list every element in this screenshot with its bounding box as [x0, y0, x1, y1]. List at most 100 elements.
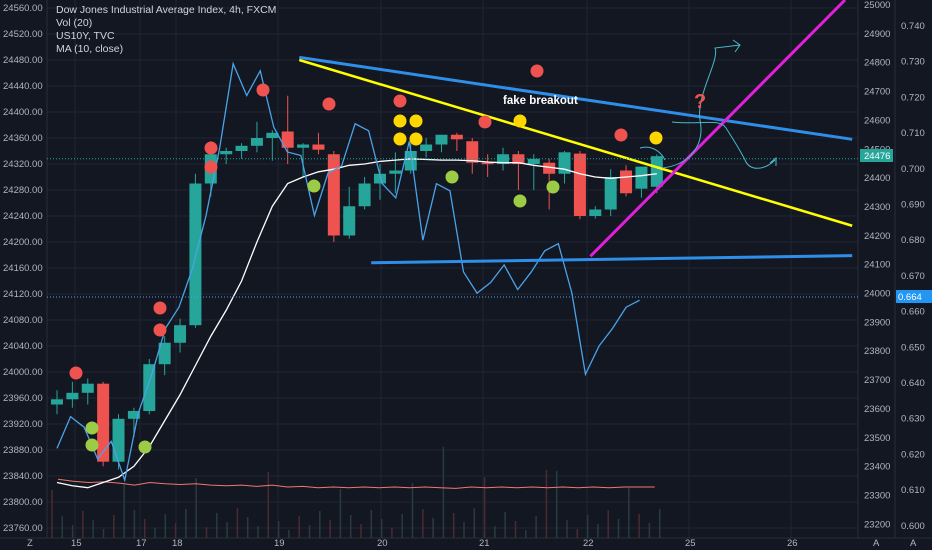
- fractal-marker: [445, 170, 459, 184]
- a-corner-label: A: [910, 538, 917, 549]
- fractal-marker: [649, 131, 663, 145]
- fractal-marker: [530, 64, 544, 78]
- price-axis-tick-label: 23400: [864, 462, 890, 473]
- price-axis-tick-label: 23300: [864, 490, 890, 501]
- legend: Dow Jones Industrial Average Index, 4h, …: [56, 4, 276, 56]
- price-axis-tick-label: 24400: [864, 173, 890, 184]
- price-axis-tick-label: 24600: [864, 115, 890, 126]
- yield-axis-tick-label: 0.600: [901, 521, 925, 532]
- candle-body[interactable]: [81, 383, 94, 393]
- yield-axis-tick-label: 0.650: [901, 342, 925, 353]
- fractal-marker: [546, 180, 560, 194]
- candle-body[interactable]: [604, 177, 617, 210]
- left-axis-tick-label: 23800.00: [3, 497, 43, 508]
- yield-axis-tick-label: 0.620: [901, 449, 925, 460]
- volume-ma-line: [57, 478, 655, 489]
- candle-body[interactable]: [281, 131, 294, 148]
- candle-body[interactable]: [435, 134, 448, 145]
- candle-body[interactable]: [51, 399, 63, 405]
- yield-axis-tick-label: 0.720: [901, 92, 925, 103]
- fractal-marker: [322, 97, 336, 111]
- candle-body[interactable]: [635, 166, 648, 189]
- price-axis-tick-label: 24000: [864, 289, 890, 300]
- yield-axis-tick-label: 0.730: [901, 57, 925, 68]
- yellow-trendline[interactable]: [298, 58, 853, 227]
- left-axis-tick-label: 24160.00: [3, 263, 43, 274]
- candle-body[interactable]: [573, 153, 586, 216]
- candle-body[interactable]: [297, 144, 310, 148]
- yield-axis-tick-label: 0.660: [901, 307, 925, 318]
- candle-body[interactable]: [343, 206, 356, 236]
- candle-body[interactable]: [481, 162, 494, 165]
- left-axis-tick-label: 23960.00: [3, 393, 43, 404]
- left-axis-tick-label: 24360.00: [3, 133, 43, 144]
- us10y-line: [56, 61, 640, 483]
- candle-body[interactable]: [97, 383, 110, 462]
- fractal-marker: [409, 132, 423, 146]
- candle-body[interactable]: [174, 325, 187, 343]
- yield-axis-tick-label: 0.630: [901, 414, 925, 425]
- candle-body[interactable]: [66, 392, 79, 400]
- left-axis-tick-label: 23840.00: [3, 471, 43, 482]
- legend-yield: US10Y, TVC: [56, 30, 115, 42]
- left-axis-tick-label: 24080.00: [3, 315, 43, 326]
- candle-body[interactable]: [466, 141, 479, 163]
- candle-body[interactable]: [620, 170, 633, 194]
- candle-body[interactable]: [373, 173, 386, 184]
- question-mark-annotation: ?: [694, 91, 706, 113]
- price-axis-tick-label: 25000: [864, 0, 890, 11]
- candle-body[interactable]: [450, 134, 463, 140]
- yield-axis-tick-label: 0.610: [901, 485, 925, 496]
- time-axis-tick-label: 17: [136, 538, 147, 549]
- price-axis-tick-label: 24300: [864, 202, 890, 213]
- candle-body[interactable]: [143, 364, 156, 411]
- moving-average-line: [56, 158, 657, 489]
- candle-body[interactable]: [589, 209, 602, 217]
- left-axis-tick-label: 24000.00: [3, 367, 43, 378]
- yield-axis-tick-label: 0.640: [901, 378, 925, 389]
- fractal-marker: [138, 440, 152, 454]
- price-axis-tick-label: 24200: [864, 231, 890, 242]
- candle-body[interactable]: [527, 158, 540, 164]
- left-axis-tick-label: 24320.00: [3, 159, 43, 170]
- price-axis-tick-label: 23200: [864, 519, 890, 530]
- fractal-marker: [513, 194, 527, 208]
- z-corner-label: Z: [27, 538, 33, 549]
- candle-body[interactable]: [250, 138, 263, 146]
- candle-body[interactable]: [189, 183, 202, 326]
- candle-body[interactable]: [112, 418, 125, 462]
- left-axis-tick-label: 24040.00: [3, 341, 43, 352]
- fractal-marker: [393, 132, 407, 146]
- price-badge: [860, 149, 893, 162]
- candle-body[interactable]: [327, 154, 340, 236]
- fractal-marker: [478, 115, 492, 129]
- candle-body[interactable]: [127, 411, 140, 419]
- candle-body[interactable]: [266, 132, 279, 138]
- candle-body[interactable]: [389, 170, 402, 174]
- candle-body[interactable]: [543, 162, 556, 174]
- candle-body[interactable]: [312, 144, 325, 150]
- a-corner-label: A: [873, 538, 880, 549]
- candle-body[interactable]: [158, 342, 171, 365]
- fake-breakout-label: fake breakout: [503, 95, 578, 107]
- price-axis-tick-label: 24900: [864, 29, 890, 40]
- fractal-marker: [393, 114, 407, 128]
- candle-body[interactable]: [235, 145, 248, 151]
- fractal-marker: [614, 128, 628, 142]
- candle-body[interactable]: [650, 156, 663, 187]
- lower-channel-trendline[interactable]: [371, 254, 853, 265]
- magenta-trendline[interactable]: [589, 0, 847, 258]
- price-axis-tick-label: 23500: [864, 433, 890, 444]
- fractal-marker: [204, 160, 218, 174]
- yield-badge-text: 0.664: [898, 292, 922, 303]
- fractal-marker: [204, 141, 218, 155]
- candle-body[interactable]: [420, 144, 433, 152]
- price-axis-tick-label: 23700: [864, 375, 890, 386]
- upper-channel-trendline[interactable]: [299, 55, 853, 141]
- price-axis-tick-label: 24800: [864, 58, 890, 69]
- candle-body[interactable]: [358, 183, 371, 207]
- candle-body[interactable]: [404, 151, 417, 171]
- yield-axis-tick-label: 0.670: [901, 271, 925, 282]
- candle-body[interactable]: [220, 151, 233, 155]
